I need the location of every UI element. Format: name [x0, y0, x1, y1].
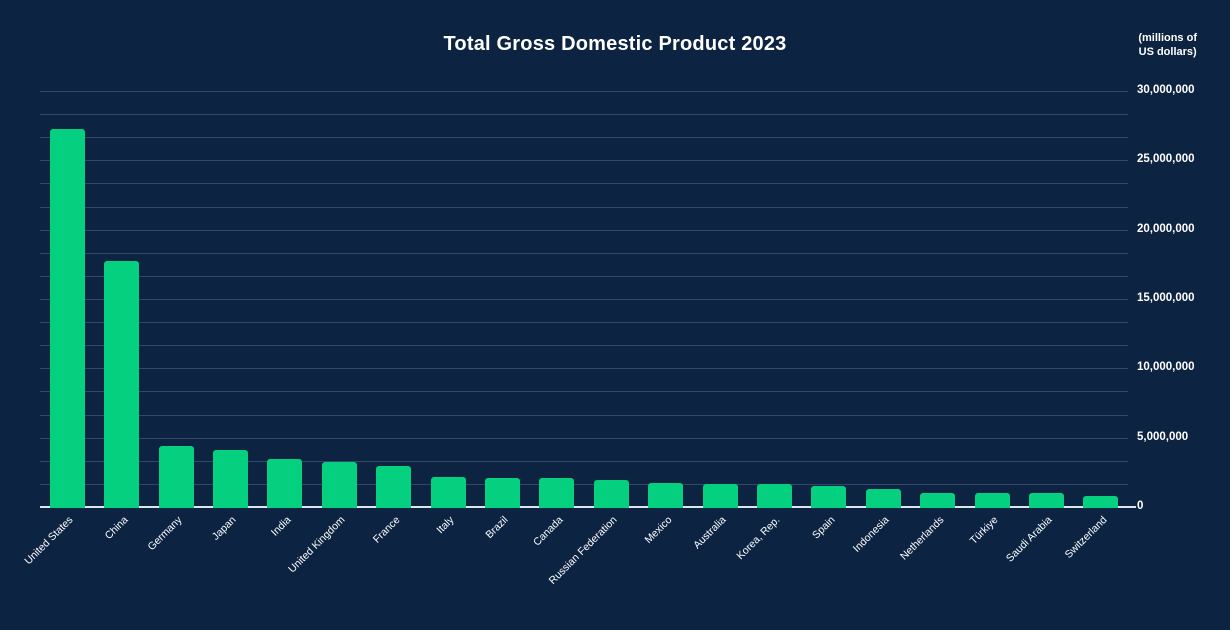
y-gridline [40, 206, 1128, 208]
y-axis-tick-label: 20,000,000 [1137, 222, 1195, 235]
y-gridline [40, 322, 1128, 324]
y-gridline [40, 160, 1128, 162]
bar-korea-rep[interactable] [756, 484, 792, 508]
bar-italy[interactable] [430, 476, 466, 508]
y-gridline [40, 483, 1128, 485]
y-gridline [40, 460, 1128, 462]
bar-china[interactable] [104, 261, 140, 508]
y-axis-tick-label: 0 [1137, 500, 1144, 512]
y-axis-tick-label: 30,000,000 [1137, 84, 1195, 96]
y-gridline [40, 137, 1128, 139]
plot-area: 0 5,000,000 10,000,000 15,000,000 20,000,000… [23, 84, 1195, 587]
unit-note-line2: US dollars) [1138, 46, 1197, 59]
y-gridline [40, 299, 1128, 300]
bar-united-kingdom[interactable] [321, 461, 357, 508]
y-axis-tick-label: 10,000,000 [1137, 361, 1195, 374]
y-gridline [40, 345, 1128, 347]
bar-russian-federation[interactable] [593, 479, 629, 508]
y-axis-tick-label: 5,000,000 [1137, 430, 1189, 443]
bar-germany[interactable] [158, 446, 194, 508]
y-gridline [40, 275, 1128, 277]
y-axis-tick-label: 15,000,000 [1137, 292, 1195, 304]
bar-spain[interactable] [811, 486, 847, 508]
y-gridline [40, 114, 1128, 116]
bar-brazil[interactable] [484, 477, 520, 508]
y-gridline [40, 414, 1128, 416]
x-axis-baseline [40, 506, 1136, 508]
bar-united-states[interactable] [49, 128, 85, 508]
bar-japan[interactable] [212, 449, 248, 508]
y-axis-unit-note: (millions of US dollars) [1138, 31, 1197, 60]
y-axis-tick-label: 25,000,000 [1137, 153, 1195, 166]
y-gridline [40, 229, 1128, 231]
y-gridline [40, 368, 1128, 370]
y-gridline [40, 91, 1128, 92]
bar-canada[interactable] [539, 478, 575, 508]
bar-mexico[interactable] [648, 483, 684, 508]
y-gridline [40, 183, 1128, 185]
y-gridline [40, 252, 1128, 254]
y-gridline [40, 391, 1128, 393]
bar-australia[interactable] [702, 484, 738, 508]
bar-saudi-arabia[interactable] [1028, 493, 1064, 508]
bar-india[interactable] [267, 458, 303, 508]
bar-switzerland[interactable] [1083, 495, 1119, 508]
bar-t-rkiye[interactable] [974, 492, 1010, 508]
bar-france[interactable] [376, 465, 412, 508]
unit-note-line1: (millions of [1138, 32, 1197, 44]
bar-netherlands[interactable] [920, 492, 956, 508]
bar-indonesia[interactable] [865, 489, 901, 508]
y-gridline [40, 437, 1128, 439]
chart-title: Total Gross Domestic Product 2023 [443, 33, 787, 55]
